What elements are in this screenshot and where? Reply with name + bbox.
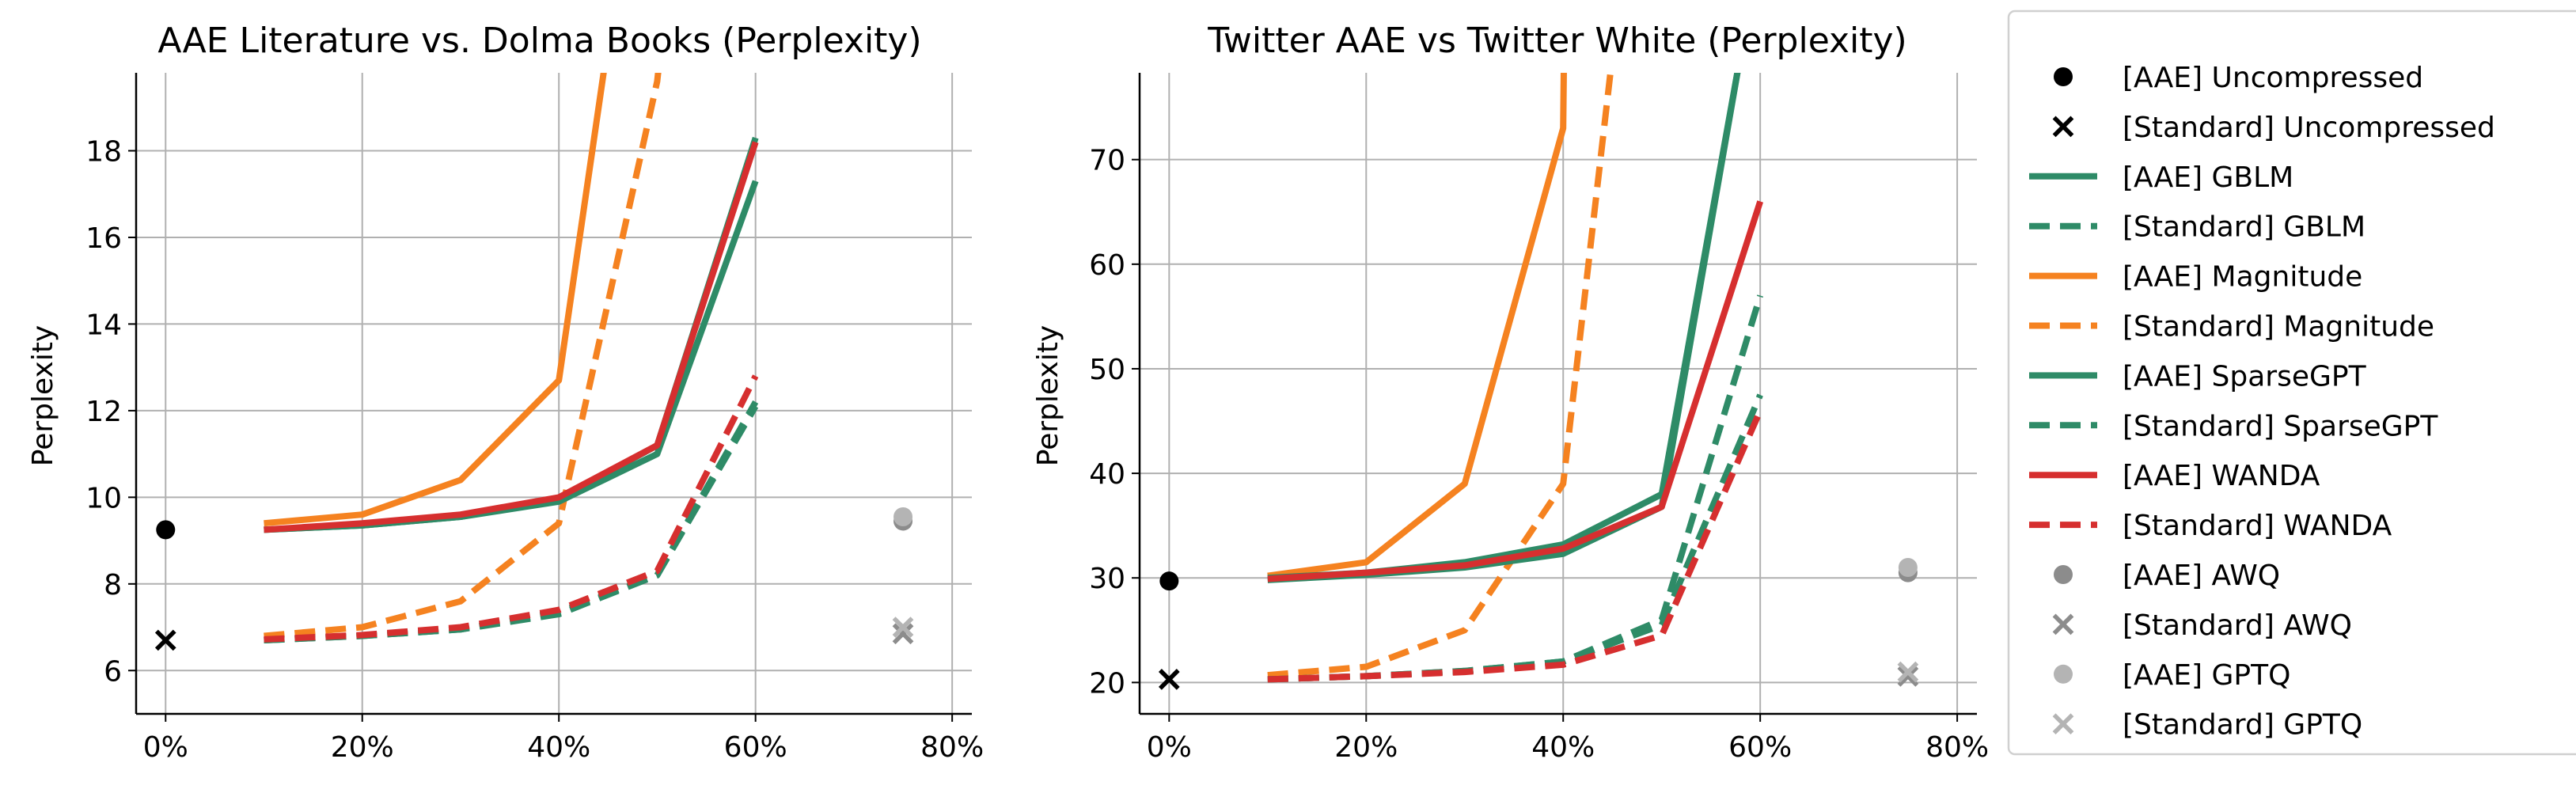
point-aae-gptq	[1898, 558, 1918, 578]
chart-title: Twitter AAE vs Twitter White (Perplexity…	[1207, 21, 1906, 61]
x-tick-label: 0%	[143, 731, 188, 764]
point-standard-awq	[1897, 666, 1919, 687]
y-tick-label: 50	[1089, 354, 1125, 386]
legend-entry: [AAE] WANDA	[2029, 460, 2320, 492]
point-aae-uncompressed	[156, 520, 176, 540]
points-layer	[154, 507, 914, 651]
point-standard-gptq	[1897, 661, 1919, 683]
x-tick-label: 80%	[920, 731, 984, 764]
legend-entry: [Standard] Magnitude	[2029, 311, 2434, 343]
y-tick-label: 8	[104, 569, 122, 601]
series-line-aae-wanda	[264, 141, 759, 533]
series-line-standard-wanda	[1267, 409, 1763, 683]
axes	[1132, 73, 1977, 722]
legend-entry: [AAE] SparseGPT	[2029, 360, 2367, 393]
x-tick-label: 60%	[724, 731, 787, 764]
y-tick-label: 16	[85, 222, 122, 255]
series-line-aae-wanda	[1267, 200, 1764, 582]
series-line-standard-wanda	[264, 374, 759, 643]
series-line-standard-magnitude	[264, 73, 662, 639]
point-standard-gptq	[892, 617, 914, 638]
axes	[128, 73, 972, 722]
legend-entry: [AAE] GBLM	[2029, 161, 2293, 194]
series-line-standard-magnitude	[1267, 73, 1614, 679]
legend-label: [AAE] WANDA	[2123, 460, 2320, 492]
tick-labels: 0% 20% 40% 60% 80% 6 8 10 12 14 16 18	[85, 136, 984, 764]
point-aae-uncompressed	[1159, 571, 1179, 591]
y-tick-label: 12	[85, 396, 122, 428]
legend-entry: [AAE] Magnitude	[2029, 261, 2362, 294]
y-tick-label: 10	[85, 482, 122, 514]
y-tick-label: 40	[1089, 458, 1125, 491]
series-line-aae-magnitude	[1267, 73, 1567, 579]
point-standard-uncompressed	[154, 629, 176, 651]
y-tick-label: 14	[85, 309, 122, 341]
y-tick-label: 18	[85, 136, 122, 169]
x-tick-label: 20%	[331, 731, 394, 764]
y-tick-label: 20	[1089, 667, 1125, 700]
x-tick-label: 40%	[1531, 731, 1595, 764]
x-tick-label: 20%	[1334, 731, 1398, 764]
legend-label: [AAE] GPTQ	[2123, 659, 2290, 692]
legend-entry: [AAE] GPTQ	[2054, 659, 2290, 692]
legend-label: [Standard] Magnitude	[2123, 311, 2434, 343]
legend-entry: [Standard] WANDA	[2029, 510, 2392, 542]
y-axis-label: Perplexity	[1032, 325, 1064, 466]
legend-entry: [Standard] AWQ	[2052, 609, 2352, 642]
legend-label: [Standard] SparseGPT	[2123, 410, 2438, 442]
x-tick-label: 0%	[1147, 731, 1192, 764]
legend-label: [AAE] SparseGPT	[2123, 360, 2367, 393]
legend-entry: [Standard] GBLM	[2029, 211, 2365, 244]
legend-swatch	[2054, 565, 2073, 584]
legend-entry: [Standard] GPTQ	[2052, 709, 2362, 742]
legend-label: [AAE] GBLM	[2123, 161, 2293, 194]
legend-entry: [AAE] Uncompressed	[2054, 62, 2423, 94]
legend-swatch	[2052, 613, 2074, 636]
legend-label: [Standard] GBLM	[2123, 211, 2365, 244]
legend-label: [Standard] GPTQ	[2123, 709, 2362, 742]
legend-label: [Standard] WANDA	[2123, 510, 2392, 542]
y-tick-label: 60	[1089, 249, 1125, 282]
legend-label: [AAE] Uncompressed	[2123, 62, 2423, 94]
y-axis-label: Perplexity	[27, 325, 59, 466]
legend: [AAE] Uncompressed [Standard] Uncompresse…	[2007, 9, 2576, 756]
y-tick-label: 70	[1089, 145, 1125, 177]
legend-swatch	[2054, 664, 2073, 684]
legend-label: [AAE] AWQ	[2123, 560, 2280, 592]
legend-label: [Standard] AWQ	[2123, 609, 2352, 642]
legend-entry: [Standard] Uncompressed	[2052, 112, 2495, 144]
chart-twitter: Twitter AAE vs Twitter White (Perplexity…	[1032, 21, 1989, 764]
legend-entry: [AAE] AWQ	[2054, 560, 2280, 592]
legend-frame	[2007, 9, 2576, 756]
legend-label: [AAE] Magnitude	[2123, 261, 2362, 294]
x-tick-label: 40%	[527, 731, 590, 764]
x-tick-label: 60%	[1728, 731, 1792, 764]
point-standard-awq	[892, 623, 914, 645]
legend-entries: [AAE] Uncompressed [Standard] Uncompresse…	[2029, 62, 2495, 742]
series-line-aae-magnitude	[264, 73, 607, 527]
point-standard-uncompressed	[1158, 669, 1180, 690]
point-aae-gptq	[893, 507, 913, 526]
x-tick-label: 80%	[1925, 731, 1989, 764]
y-tick-label: 30	[1089, 563, 1125, 595]
chart-aae-literature: AAE Literature vs. Dolma Books (Perplexi…	[27, 21, 984, 764]
points-layer	[1158, 558, 1919, 690]
legend-entry: [Standard] SparseGPT	[2029, 410, 2438, 442]
legend-swatch	[2052, 116, 2074, 138]
y-tick-label: 6	[104, 655, 122, 688]
series-layer	[264, 73, 759, 643]
series-layer	[1267, 73, 1764, 683]
legend-swatch	[2052, 713, 2074, 735]
legend-swatch	[2054, 67, 2073, 86]
chart-title: AAE Literature vs. Dolma Books (Perplexi…	[157, 21, 921, 61]
tick-labels: 0% 20% 40% 60% 80% 20 30 40 50 60 70	[1089, 145, 1989, 764]
legend-label: [Standard] Uncompressed	[2123, 112, 2495, 144]
